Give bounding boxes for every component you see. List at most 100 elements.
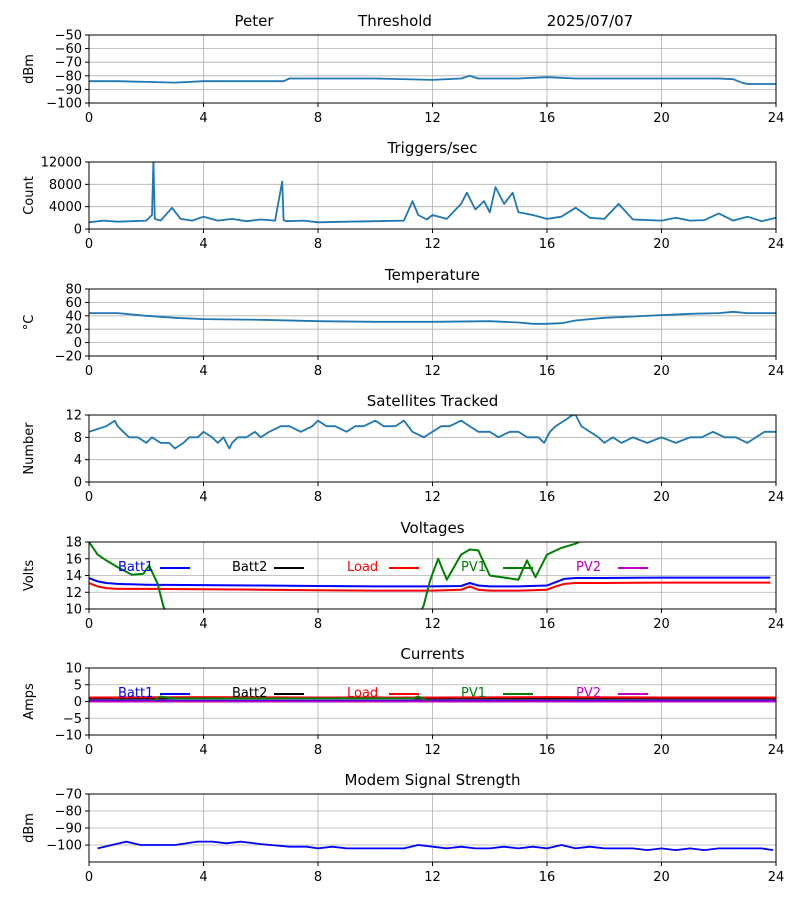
x-tick-label: 0	[85, 364, 93, 379]
x-tick-label: 20	[653, 111, 670, 126]
y-tick-label: 40	[65, 309, 82, 324]
y-tick-label: 4	[74, 453, 82, 468]
x-tick-label: 16	[539, 617, 556, 632]
x-tick-label: 24	[768, 743, 785, 758]
y-tick-label: −5	[63, 712, 82, 727]
y-tick-label: 0	[74, 223, 82, 238]
x-tick-label: 8	[314, 364, 322, 379]
x-tick-label: 16	[539, 111, 556, 126]
y-tick-label: 18	[65, 536, 82, 551]
legend-label-pv1: PV1	[461, 560, 486, 575]
chart-panel-7: 0 4 8 12 16 20 24 −100 −90 −80 −70 Modem Signal Str…	[22, 771, 784, 885]
y-axis-label: Amps	[22, 683, 37, 720]
series-line-batt1	[89, 576, 771, 588]
y-tick-label: −80	[55, 69, 82, 84]
y-axis-label: Count	[22, 176, 37, 215]
y-tick-label: −90	[55, 83, 82, 98]
x-tick-label: 4	[199, 490, 207, 505]
plot-area	[89, 542, 771, 609]
y-tick-label: −20	[55, 350, 82, 365]
legend-label-pv1: PV1	[461, 686, 486, 701]
y-tick-label: −70	[55, 788, 82, 803]
x-tick-label: 24	[768, 237, 785, 252]
header-station: Peter	[234, 12, 274, 30]
x-tick-label: 24	[768, 364, 785, 379]
x-tick-label: 20	[653, 870, 670, 885]
y-tick-label: 80	[65, 283, 82, 298]
y-axis-label: dBm	[22, 813, 37, 843]
x-tick-label: 20	[653, 237, 670, 252]
x-tick-label: 4	[199, 237, 207, 252]
x-tick-label: 0	[85, 617, 93, 632]
x-tick-label: 24	[768, 111, 785, 126]
chart-panel-6: 0 4 8 12 16 20 24 −10 −5 0 510 Currents Amps Batt1 Bat…	[22, 645, 784, 758]
legend-label-batt1: Batt1	[118, 686, 153, 701]
y-tick-label: 0	[74, 336, 82, 351]
x-tick-label: 0	[85, 237, 93, 252]
y-tick-label: −50	[55, 29, 82, 44]
chart-title: Voltages	[400, 519, 464, 537]
y-tick-label: 0	[74, 695, 82, 710]
x-tick-label: 20	[653, 364, 670, 379]
header-date: 2025/07/07	[547, 12, 633, 30]
x-tick-label: 4	[199, 364, 207, 379]
plot-area	[89, 695, 776, 703]
legend-label-pv2: PV2	[576, 686, 601, 701]
x-tick-label: 12	[424, 490, 441, 505]
x-tick-label: 12	[424, 743, 441, 758]
y-tick-label: 10	[65, 603, 82, 618]
plot-area	[89, 162, 776, 224]
series-line-load	[89, 581, 771, 592]
plot-area	[89, 415, 776, 450]
chart-title: Satellites Tracked	[367, 392, 498, 410]
y-tick-label: 4000	[49, 200, 82, 215]
x-tick-label: 16	[539, 490, 556, 505]
y-tick-label: 10	[65, 662, 82, 677]
chart-title: Temperature	[384, 266, 480, 284]
chart-panel-4: 0 4 8 12 16 20 24 0 4 8 12 Satellites Tracked Number	[22, 392, 784, 505]
y-tick-label: −10	[55, 729, 82, 744]
chart-title: Modem Signal Strength	[345, 771, 521, 789]
chart-panel-2: 0 4 8 12 16 20 24 0 4000 8000 12000 Triggers/sec Cou…	[22, 139, 784, 252]
plot-area	[89, 74, 776, 85]
x-tick-label: 0	[85, 743, 93, 758]
y-tick-label: −90	[55, 822, 82, 837]
x-tick-label: 20	[653, 490, 670, 505]
legend-label-batt1: Batt1	[118, 560, 153, 575]
legend-label-batt2: Batt2	[232, 560, 267, 575]
y-tick-label: −100	[46, 97, 82, 112]
legend-label-load: Load	[347, 686, 378, 701]
x-tick-label: 16	[539, 237, 556, 252]
x-tick-label: 8	[314, 617, 322, 632]
x-tick-label: 0	[85, 490, 93, 505]
x-tick-label: 4	[199, 743, 207, 758]
legend-label-load: Load	[347, 560, 378, 575]
x-tick-label: 4	[199, 111, 207, 126]
x-tick-label: 4	[199, 617, 207, 632]
y-tick-label: 16	[65, 552, 82, 567]
plot-area	[97, 840, 774, 851]
x-tick-label: 8	[314, 111, 322, 126]
y-tick-label: −60	[55, 42, 82, 57]
x-tick-label: 8	[314, 743, 322, 758]
plot-area	[89, 310, 776, 325]
x-tick-label: 0	[85, 111, 93, 126]
y-tick-label: 12000	[41, 156, 82, 171]
x-tick-label: 0	[85, 870, 93, 885]
series-line	[89, 415, 776, 450]
series-line	[97, 840, 774, 851]
x-tick-label: 4	[199, 870, 207, 885]
y-tick-label: 8	[74, 431, 82, 446]
series-line	[89, 74, 776, 85]
x-tick-label: 20	[653, 617, 670, 632]
y-tick-label: 12	[65, 586, 82, 601]
x-tick-label: 12	[424, 111, 441, 126]
x-tick-label: 24	[768, 617, 785, 632]
x-tick-label: 16	[539, 364, 556, 379]
series-line-pv1	[89, 542, 582, 609]
chart-title: Currents	[400, 645, 464, 663]
chart-title: Triggers/sec	[387, 139, 478, 157]
y-tick-label: 60	[65, 296, 82, 311]
